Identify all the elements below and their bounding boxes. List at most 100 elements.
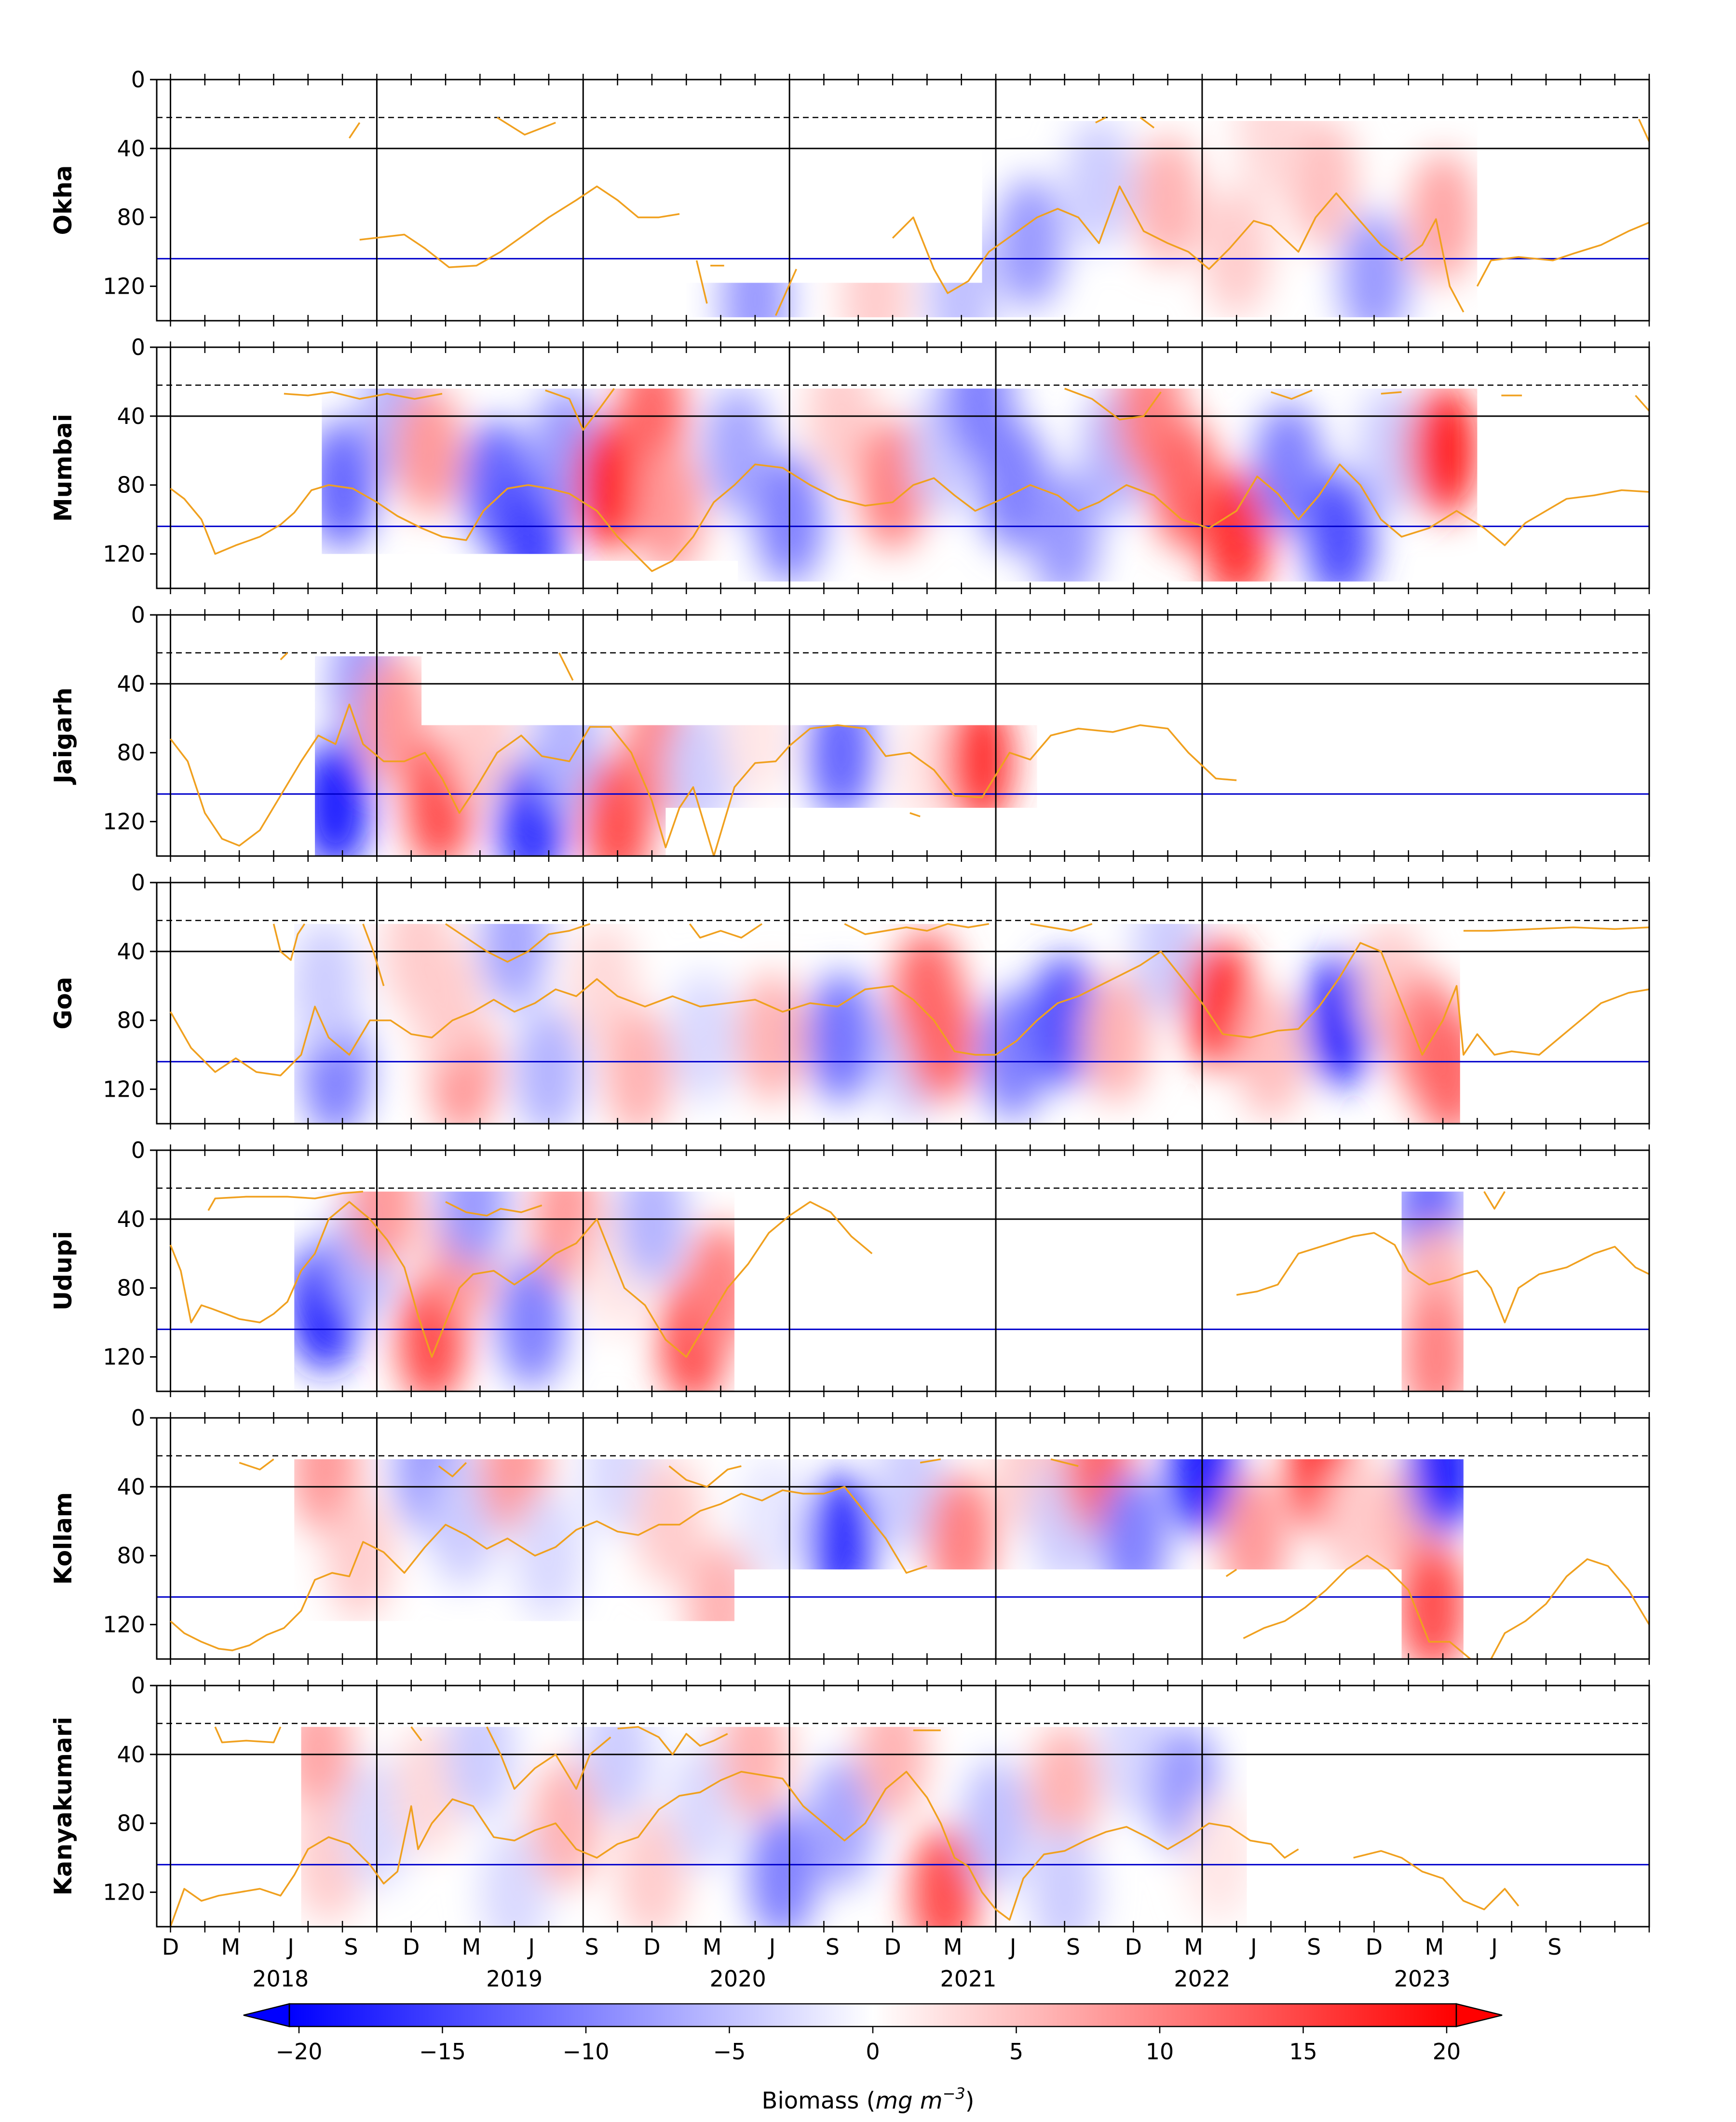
y-tick-label: 120 bbox=[103, 1076, 145, 1102]
mld-contour bbox=[272, 923, 306, 961]
mld-contour bbox=[1236, 1232, 1650, 1323]
anomaly-blob bbox=[906, 972, 976, 1103]
mld-contour bbox=[1476, 221, 1650, 287]
mld-contour bbox=[1483, 1191, 1506, 1210]
anomaly-blob bbox=[294, 924, 360, 1052]
x-month-label: J bbox=[1490, 1934, 1498, 1960]
anomaly-blob bbox=[349, 1191, 418, 1267]
colorbar-body bbox=[289, 2004, 1456, 2027]
x-year-label: 2023 bbox=[1394, 1966, 1451, 1992]
anomaly-blob bbox=[1415, 1007, 1460, 1124]
panel-label: Goa bbox=[49, 977, 77, 1029]
x-month-label: S bbox=[1066, 1934, 1080, 1960]
x-month-label: M bbox=[943, 1934, 963, 1960]
mld-contour bbox=[775, 269, 797, 316]
anomaly-blob bbox=[617, 1809, 687, 1927]
anomaly-blob bbox=[480, 924, 549, 1008]
anomaly-blob bbox=[841, 231, 910, 317]
mld-contour bbox=[545, 388, 615, 431]
mld-contour bbox=[214, 1726, 282, 1743]
anomaly-blob bbox=[858, 420, 927, 551]
mld-contour bbox=[1064, 388, 1162, 421]
x-year-label: 2018 bbox=[252, 1966, 309, 1992]
anomaly-blob bbox=[315, 739, 370, 856]
y-tick-label: 80 bbox=[117, 1543, 145, 1569]
anomaly-blob bbox=[996, 177, 1065, 309]
x-year-label: 2020 bbox=[710, 1966, 766, 1992]
y-tick-label: 80 bbox=[117, 204, 145, 231]
anomaly-blob bbox=[1236, 121, 1305, 197]
mld-contour bbox=[1353, 1850, 1519, 1911]
anomaly-blob bbox=[1408, 388, 1478, 516]
mld-contour bbox=[1271, 389, 1313, 400]
mld-contour bbox=[362, 924, 385, 986]
panel-goa: 0 40 80 120 Goa bbox=[49, 870, 1650, 1129]
colorbar-tick-label: 0 bbox=[866, 2039, 880, 2065]
colorbar-tick-label: −15 bbox=[419, 2039, 466, 2065]
anomaly-blob bbox=[438, 1191, 508, 1267]
colorbar-tick-label: 10 bbox=[1146, 2039, 1174, 2065]
anomaly-blob bbox=[748, 1809, 817, 1927]
y-tick-label: 40 bbox=[117, 671, 145, 697]
anomaly-blob bbox=[1340, 212, 1409, 317]
y-tick-label: 120 bbox=[103, 809, 145, 835]
x-month-label: M bbox=[1184, 1934, 1203, 1960]
panel-frame bbox=[156, 79, 1650, 322]
anomaly-blob bbox=[806, 1758, 876, 1889]
mld-contour bbox=[1463, 926, 1650, 932]
panel-kanyakumari: 0 40 80 120 Kanyakumari bbox=[49, 1673, 1650, 1932]
panel-label: Okha bbox=[49, 165, 77, 235]
anomaly-blob bbox=[1133, 135, 1202, 266]
mld-contour bbox=[169, 1770, 1299, 1927]
x-month-label: D bbox=[162, 1934, 179, 1960]
colorbar-tick-label: 20 bbox=[1433, 2039, 1461, 2065]
x-month-label: S bbox=[1547, 1934, 1561, 1960]
mld-contour bbox=[844, 923, 990, 935]
anomaly-blob bbox=[1322, 1459, 1392, 1587]
anomaly-blob bbox=[514, 1007, 583, 1124]
heatmap-goa bbox=[294, 924, 1460, 1124]
y-tick-label: 120 bbox=[103, 1879, 145, 1905]
panel-label: Mumbai bbox=[49, 414, 77, 522]
anomaly-blob bbox=[1253, 402, 1323, 533]
anomaly-blob bbox=[411, 938, 480, 1069]
mld-contour bbox=[1381, 391, 1402, 395]
anomaly-blob bbox=[394, 1727, 463, 1854]
mld-contour bbox=[284, 391, 443, 400]
anomaly-blob bbox=[497, 1257, 566, 1388]
colorbar-tick-label: −10 bbox=[562, 2039, 609, 2065]
mld-contour bbox=[1225, 1568, 1237, 1578]
x-axis: D M J S D M J S D M J S D M J S D M J S D M J S 2018 2019 2020 2021… bbox=[162, 1934, 1562, 1992]
mld-contour bbox=[170, 703, 1237, 857]
anomaly-blob bbox=[583, 1459, 652, 1535]
y-tick-label: 0 bbox=[131, 334, 145, 360]
y-tick-label: 0 bbox=[131, 67, 145, 93]
mld-contour bbox=[1050, 1458, 1079, 1467]
mld-contour bbox=[558, 652, 574, 681]
mld-contour bbox=[239, 1458, 274, 1470]
mld-contour bbox=[1635, 394, 1650, 412]
mld-contour bbox=[170, 463, 1650, 572]
panel-label: Jaigarh bbox=[49, 687, 77, 785]
mld-contour bbox=[170, 1486, 927, 1651]
colorbar-min-arrow bbox=[243, 2003, 290, 2027]
mld-contour bbox=[445, 923, 591, 963]
x-month-label: J bbox=[1249, 1934, 1257, 1960]
y-tick-label: 0 bbox=[131, 870, 145, 896]
y-tick-label: 80 bbox=[117, 1275, 145, 1301]
anomaly-blob bbox=[1398, 1542, 1464, 1660]
y-tick-label: 80 bbox=[117, 740, 145, 766]
anomaly-blob bbox=[703, 388, 773, 516]
colorbar-tick-label: −5 bbox=[713, 2039, 746, 2065]
mld-contour bbox=[1638, 119, 1650, 142]
y-tick-label: 40 bbox=[117, 1474, 145, 1500]
panel-frame bbox=[156, 614, 1650, 857]
mld-contour bbox=[445, 1201, 542, 1217]
mld-contour bbox=[920, 1458, 941, 1464]
anomaly-blob bbox=[1401, 1291, 1464, 1392]
mld-contour bbox=[438, 1462, 467, 1478]
colorbar: −20 −15 −10 −5 0 5 10 15 20 Biomass (mg m−3) bbox=[243, 2003, 1503, 2114]
mld-contour bbox=[280, 652, 288, 661]
mld-contour bbox=[1490, 1558, 1650, 1660]
panel-frame bbox=[156, 1685, 1650, 1928]
